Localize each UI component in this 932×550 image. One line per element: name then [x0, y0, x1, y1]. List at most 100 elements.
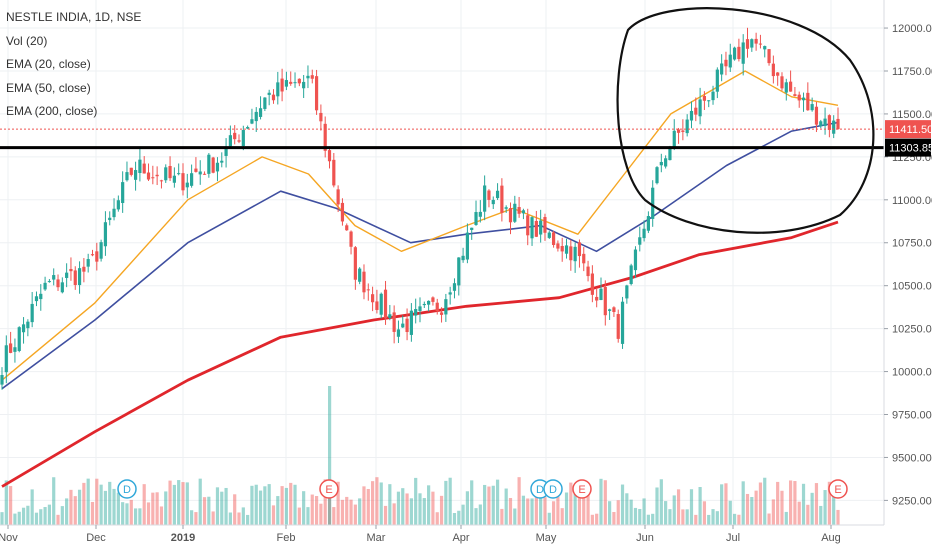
candle-body: [754, 38, 758, 44]
candle-body: [332, 159, 336, 186]
candle-body: [495, 190, 500, 199]
volume-bar: [521, 495, 526, 525]
candle-body: [470, 227, 474, 230]
volume-bar: [383, 505, 388, 525]
legend-ema50[interactable]: EMA (50, close): [6, 80, 91, 95]
volume-bar: [366, 488, 370, 525]
volume-bar: [500, 508, 504, 525]
volume-bar: [116, 492, 120, 525]
candlesticks: [0, 27, 840, 390]
time-tick-label: Aug: [821, 532, 841, 544]
candle-body: [711, 91, 715, 101]
candle-body: [616, 314, 620, 339]
candle-body: [620, 301, 625, 344]
volume-bar: [142, 484, 146, 525]
candle-body: [77, 268, 82, 286]
volume-bar: [431, 491, 435, 525]
candle-body: [319, 112, 323, 122]
volume-bar: [539, 489, 543, 525]
candle-body: [108, 217, 112, 221]
candle-body: [832, 120, 836, 134]
volume-bar: [328, 386, 332, 525]
volume-bar: [582, 481, 586, 525]
price-tick-label: 11500.00: [892, 109, 932, 121]
candle-body: [47, 281, 52, 283]
legend-ema200[interactable]: EMA (200, close): [6, 104, 98, 118]
candle-body: [52, 275, 56, 280]
volume-bar: [832, 485, 836, 525]
volume-bar: [138, 508, 142, 525]
candle-body: [547, 232, 551, 238]
candle-body: [246, 127, 250, 129]
candle-body: [17, 327, 21, 351]
price-axis[interactable]: 12000.0011750.0011500.0011250.0011000.00…: [883, 0, 932, 550]
candle-body: [103, 222, 108, 247]
legend-ema20[interactable]: EMA (20, close): [6, 57, 91, 71]
candle-body: [401, 323, 405, 328]
volume-bar: [280, 486, 284, 525]
price-tick-label: 10750.00: [892, 238, 932, 250]
legend-volume[interactable]: Vol (20): [6, 33, 48, 48]
legend-symbol[interactable]: NESTLE INDIA, 1D, NSE: [6, 10, 142, 24]
candle-body: [720, 63, 724, 75]
price-tick-label: 9250.00: [892, 495, 932, 507]
candle-body: [86, 259, 90, 267]
candle-body: [349, 231, 353, 247]
volume-bar: [814, 483, 819, 525]
volume-bar: [694, 514, 698, 525]
volume-bar: [60, 506, 64, 525]
volume-bar: [56, 514, 60, 525]
candle-body: [827, 115, 831, 130]
candle-body: [788, 81, 793, 92]
volume-bar: [676, 489, 681, 525]
volume-bar: [263, 486, 267, 525]
candle-body: [444, 299, 448, 315]
volume-bar: [577, 479, 582, 525]
price-tick-label: 10250.00: [892, 324, 932, 336]
candle-body: [491, 199, 495, 205]
event-marker-e: [572, 479, 592, 499]
candle-body: [668, 148, 672, 161]
ema-200-line: [1, 220, 839, 488]
time-axis[interactable]: Nov Dec 2019 Feb Mar Apr May Jun Jul Aug: [0, 524, 884, 550]
volume-bar: [530, 498, 534, 525]
candle-body: [810, 104, 814, 111]
candle-body: [702, 95, 707, 101]
volume-bar: [323, 479, 327, 525]
volume-bar: [396, 491, 401, 525]
candle-body: [732, 47, 737, 60]
volume-bar: [534, 480, 538, 525]
candle-body: [771, 63, 775, 77]
volume-bar: [90, 501, 95, 525]
volume-bar: [65, 498, 69, 525]
volume-bar: [379, 482, 383, 525]
candle-body: [185, 182, 189, 188]
candle-body: [431, 297, 435, 302]
candle-body: [741, 42, 745, 64]
volume-bar: [108, 481, 112, 525]
volume-bar: [495, 479, 500, 525]
volume-bar: [146, 502, 151, 525]
candle-body: [155, 174, 159, 177]
candle-body: [642, 228, 646, 239]
volume-bar: [569, 482, 573, 525]
candle-body: [793, 94, 797, 96]
highlight-ellipse: [616, 7, 875, 234]
volume-bar: [491, 485, 495, 525]
candle-body: [146, 172, 151, 180]
event-marker-d: [117, 479, 137, 499]
volume-bar: [332, 507, 336, 525]
volume-bar: [612, 511, 616, 525]
candle-body: [310, 75, 314, 79]
candle-body: [564, 245, 569, 254]
candle-body: [612, 307, 616, 313]
candle-body: [0, 375, 4, 385]
volume-bar: [34, 512, 39, 525]
price-tick-label: 9500.00: [892, 452, 932, 464]
volume-bar: [99, 484, 103, 525]
volume-bar: [26, 505, 30, 525]
event-marker-label: E: [325, 484, 332, 496]
volume-bar: [224, 487, 228, 525]
